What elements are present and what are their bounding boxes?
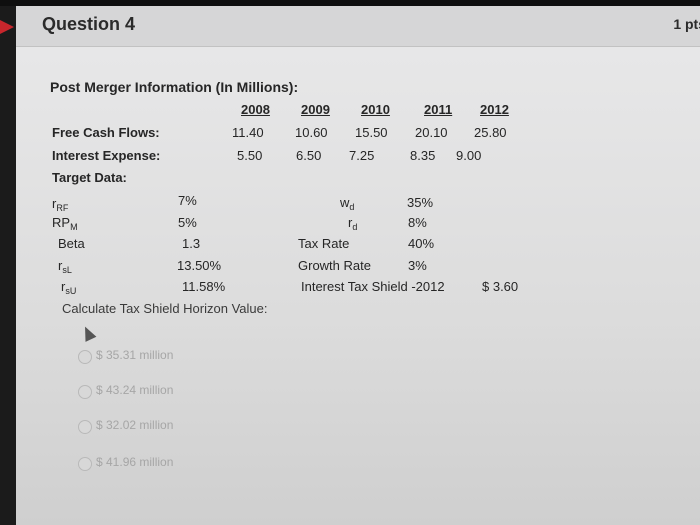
param-rsu-value: 11.58%	[182, 279, 226, 294]
param-beta-label: Beta	[58, 236, 85, 251]
param-tax-rate-value: 40%	[408, 236, 435, 251]
top-bar	[0, 0, 700, 6]
param-rsl-label: rsL	[58, 258, 72, 275]
fcf-value: 15.50	[355, 125, 388, 140]
param-growth-rate-value: 3%	[408, 258, 427, 273]
target-data-label: Target Data:	[52, 170, 127, 185]
interest-value: 6.50	[296, 148, 322, 163]
param-rsu-label: rsU	[61, 279, 77, 296]
question-header: Question 4 1 pts	[0, 6, 700, 47]
param-wd-label: wd	[340, 195, 355, 212]
param-rrf-label: rRF	[52, 196, 69, 213]
param-wd-value: 35%	[407, 195, 434, 210]
question-prompt: Calculate Tax Shield Horizon Value:	[62, 301, 268, 316]
interest-expense-label: Interest Expense:	[52, 148, 161, 163]
answer-label: $ 35.31 million	[96, 348, 174, 362]
param-rpm-label: RPM	[52, 215, 78, 232]
param-interest-tax-shield-label: Interest Tax Shield -2012	[301, 279, 445, 294]
interest-value: 5.50	[237, 148, 263, 163]
param-rd-value: 8%	[408, 215, 427, 230]
radio-button[interactable]	[78, 350, 92, 364]
fcf-value: 25.80	[474, 125, 507, 140]
free-cash-flows-label: Free Cash Flows:	[52, 125, 160, 140]
fcf-value: 11.40	[232, 125, 264, 140]
param-rpm-value: 5%	[178, 215, 197, 230]
year-header: 2010	[361, 102, 390, 117]
param-rrf-value: 7%	[178, 193, 197, 208]
fcf-value: 10.60	[295, 125, 328, 140]
interest-value: 7.25	[349, 148, 375, 163]
param-tax-rate-label: Tax Rate	[298, 236, 350, 251]
points-label: 1 pts	[673, 16, 700, 32]
year-header: 2011	[424, 102, 453, 117]
fcf-value: 20.10	[415, 125, 448, 140]
interest-value: 9.00	[456, 148, 482, 163]
question-panel: Question 4 1 pts	[0, 6, 700, 525]
info-heading: Post Merger Information (In Millions):	[50, 79, 299, 95]
year-header: 2008	[241, 102, 270, 117]
param-growth-rate-label: Growth Rate	[298, 258, 371, 273]
answer-label: $ 32.02 million	[96, 418, 174, 432]
radio-button[interactable]	[78, 420, 92, 434]
param-rd-label: rd	[348, 215, 358, 232]
param-rsl-value: 13.50%	[177, 258, 222, 273]
question-title: Question 4	[42, 14, 136, 34]
current-question-marker-icon	[0, 20, 14, 34]
param-interest-tax-shield-value: $ 3.60	[482, 279, 519, 294]
answer-label: $ 41.96 million	[96, 455, 174, 469]
year-header: 2012	[480, 102, 509, 117]
param-beta-value: 1.3	[182, 236, 201, 251]
radio-button[interactable]	[78, 385, 92, 399]
answer-label: $ 43.24 million	[96, 383, 174, 397]
radio-button[interactable]	[78, 457, 92, 471]
year-header: 2009	[301, 102, 330, 117]
interest-value: 8.35	[410, 148, 436, 163]
